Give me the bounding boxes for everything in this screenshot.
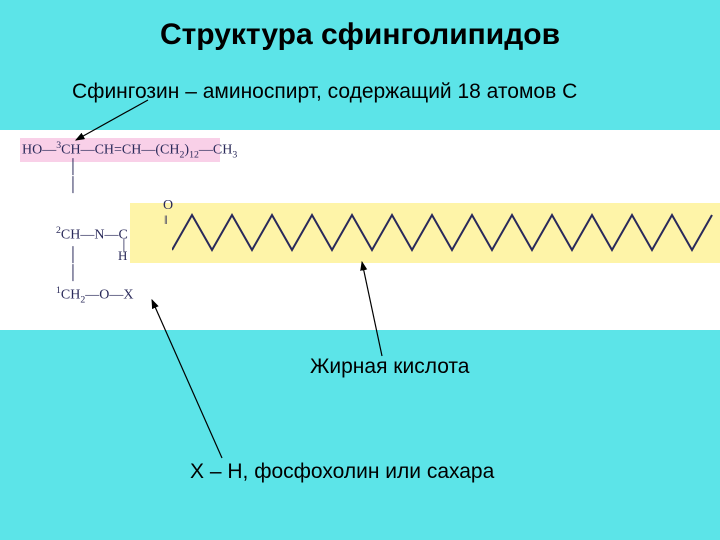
arrow-to-x xyxy=(152,300,222,458)
annotation-arrows xyxy=(0,0,720,540)
arrow-to-fatty-acid xyxy=(362,262,382,356)
arrow-to-sphingosine xyxy=(76,100,148,140)
